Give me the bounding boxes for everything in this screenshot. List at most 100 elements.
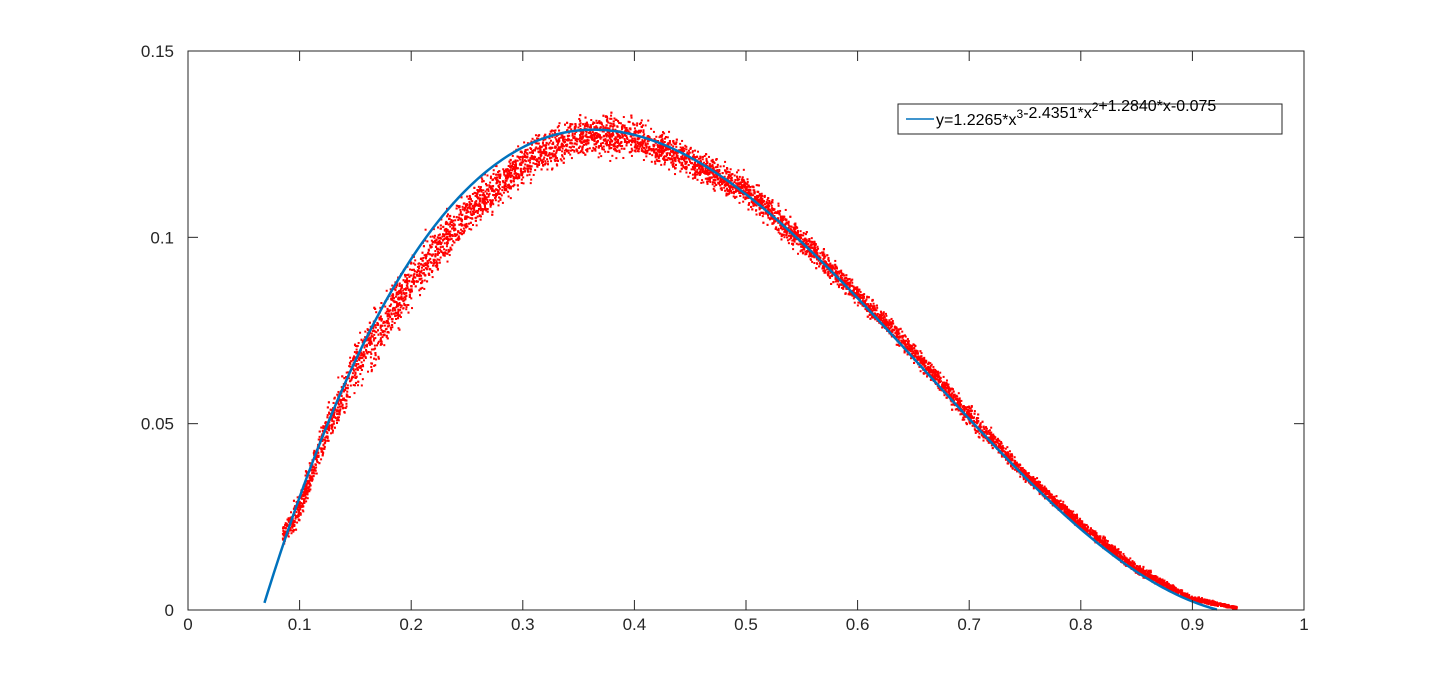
scatter-point bbox=[746, 178, 749, 181]
scatter-point bbox=[817, 259, 820, 262]
scatter-point bbox=[1004, 447, 1007, 450]
scatter-point bbox=[397, 293, 400, 296]
scatter-point bbox=[678, 161, 681, 164]
scatter-point bbox=[374, 364, 377, 367]
scatter-point bbox=[395, 286, 398, 289]
scatter-point bbox=[872, 302, 875, 305]
scatter-point bbox=[845, 274, 848, 277]
scatter-point bbox=[602, 130, 605, 133]
scatter-point bbox=[645, 155, 648, 158]
scatter-point bbox=[808, 247, 811, 250]
scatter-point bbox=[824, 255, 827, 258]
scatter-point bbox=[359, 365, 362, 368]
scatter-point bbox=[962, 416, 965, 419]
scatter-point bbox=[543, 156, 546, 159]
scatter-point bbox=[1040, 486, 1043, 489]
scatter-point bbox=[492, 203, 495, 206]
scatter-point bbox=[826, 268, 829, 271]
scatter-point bbox=[536, 147, 539, 150]
scatter-point bbox=[429, 261, 432, 264]
scatter-point bbox=[566, 149, 569, 152]
scatter-point bbox=[379, 306, 382, 309]
scatter-point bbox=[698, 165, 701, 168]
scatter-point bbox=[796, 229, 799, 232]
scatter-point bbox=[694, 166, 697, 169]
scatter-point bbox=[937, 387, 940, 390]
scatter-point bbox=[561, 154, 564, 157]
scatter-point bbox=[762, 212, 765, 215]
scatter-point bbox=[552, 129, 555, 132]
scatter-point bbox=[446, 222, 449, 225]
scatter-point bbox=[609, 117, 612, 120]
scatter-point bbox=[512, 165, 515, 168]
scatter-point bbox=[369, 356, 372, 359]
scatter-point bbox=[367, 339, 370, 342]
scatter-point bbox=[422, 256, 425, 259]
scatter-point bbox=[736, 189, 739, 192]
scatter-point bbox=[758, 212, 761, 215]
scatter-point bbox=[610, 117, 613, 120]
scatter-point bbox=[633, 123, 636, 126]
scatter-point bbox=[446, 243, 449, 246]
scatter-point bbox=[1072, 510, 1075, 513]
scatter-point bbox=[503, 173, 506, 176]
scatter-point bbox=[623, 126, 626, 129]
scatter-point bbox=[684, 144, 687, 147]
scatter-point bbox=[357, 341, 360, 344]
scatter-point bbox=[574, 142, 577, 145]
scatter-point bbox=[705, 171, 708, 174]
scatter-point bbox=[527, 167, 530, 170]
scatter-point bbox=[891, 319, 894, 322]
scatter-point bbox=[1026, 476, 1029, 479]
scatter-point bbox=[357, 362, 360, 365]
scatter-point bbox=[574, 122, 577, 125]
scatter-point bbox=[702, 168, 705, 171]
scatter-point bbox=[640, 119, 643, 122]
scatter-point bbox=[590, 132, 593, 135]
scatter-point bbox=[592, 121, 595, 124]
scatter-point bbox=[644, 148, 647, 151]
scatter-point bbox=[521, 159, 524, 162]
scatter-point bbox=[749, 188, 752, 191]
scatter-point bbox=[985, 431, 988, 434]
scatter-point bbox=[414, 263, 417, 266]
scatter-point bbox=[481, 178, 484, 181]
scatter-point bbox=[626, 138, 629, 141]
scatter-point bbox=[767, 216, 770, 219]
scatter-point bbox=[467, 197, 470, 200]
scatter-point bbox=[755, 184, 758, 187]
scatter-point bbox=[1170, 586, 1173, 589]
scatter-point bbox=[1166, 584, 1169, 587]
scatter-point bbox=[453, 233, 456, 236]
scatter-point bbox=[489, 187, 492, 190]
scatter-point bbox=[744, 196, 747, 199]
scatter-point bbox=[369, 338, 372, 341]
scatter-point bbox=[560, 133, 563, 136]
scatter-point bbox=[797, 252, 800, 255]
scatter-point bbox=[783, 236, 786, 239]
scatter-point bbox=[590, 119, 593, 122]
scatter-point bbox=[347, 371, 350, 374]
scatter-point bbox=[777, 231, 780, 234]
scatter-point bbox=[293, 523, 296, 526]
scatter-point bbox=[390, 328, 393, 331]
scatter-point bbox=[502, 191, 505, 194]
scatter-point bbox=[876, 306, 879, 309]
scatter-point bbox=[392, 299, 395, 302]
scatter-point bbox=[791, 239, 794, 242]
scatter-point bbox=[799, 235, 802, 238]
scatter-point bbox=[489, 205, 492, 208]
scatter-point bbox=[686, 151, 689, 154]
scatter-point bbox=[369, 351, 372, 354]
scatter-point bbox=[705, 170, 708, 173]
scatter-point bbox=[520, 172, 523, 175]
scatter-point bbox=[705, 172, 708, 175]
scatter-point bbox=[426, 240, 429, 243]
scatter-point bbox=[523, 155, 526, 158]
scatter-point bbox=[604, 142, 607, 145]
scatter-point bbox=[509, 197, 512, 200]
scatter-point bbox=[296, 521, 299, 524]
scatter-point bbox=[666, 136, 669, 139]
scatter-point bbox=[792, 248, 795, 251]
scatter-point bbox=[733, 181, 736, 184]
